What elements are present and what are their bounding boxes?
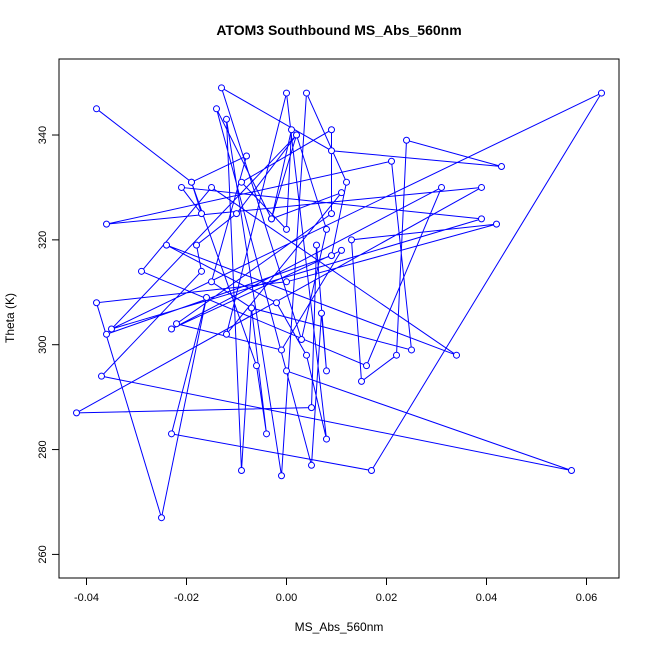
- data-point: [103, 220, 110, 228]
- data-point: [253, 362, 260, 370]
- data-point: [568, 467, 575, 475]
- data-point: [278, 346, 285, 354]
- data-point: [438, 183, 445, 191]
- data-point: [323, 367, 330, 375]
- data-point: [478, 215, 485, 223]
- data-point: [323, 225, 330, 233]
- data-point: [303, 89, 310, 97]
- data-point: [248, 304, 255, 312]
- data-point: [598, 89, 605, 97]
- data-point: [303, 351, 310, 359]
- data-point: [313, 241, 320, 249]
- data-point: [283, 225, 290, 233]
- data-point: [218, 84, 225, 92]
- data-point: [363, 362, 370, 370]
- data-point: [138, 267, 145, 275]
- data-point: [498, 162, 505, 170]
- data-point: [93, 105, 100, 113]
- data-point: [368, 467, 375, 475]
- data-point: [283, 89, 290, 97]
- data-point: [283, 278, 290, 286]
- data-point: [388, 157, 395, 165]
- data-point: [263, 430, 270, 438]
- data-point: [318, 309, 325, 317]
- data-point: [328, 252, 335, 260]
- data-point: [343, 178, 350, 186]
- data-point: [198, 267, 205, 275]
- y-tick-label: 340: [37, 126, 49, 144]
- data-point: [293, 131, 300, 139]
- data-point: [328, 147, 335, 155]
- data-point: [173, 320, 180, 328]
- data-point: [278, 472, 285, 480]
- y-tick-label: 280: [37, 440, 49, 458]
- data-point: [328, 126, 335, 134]
- x-tick-label: -0.02: [174, 592, 199, 604]
- data-point: [93, 299, 100, 307]
- data-point: [223, 330, 230, 338]
- data-point: [168, 430, 175, 438]
- data-point: [348, 236, 355, 244]
- chart-title: ATOM3 Southbound MS_Abs_560nm: [216, 22, 461, 38]
- x-axis-label: MS_Abs_560nm: [295, 620, 384, 634]
- y-tick-label: 320: [37, 231, 49, 249]
- data-point: [98, 372, 105, 380]
- data-point: [188, 178, 195, 186]
- plot-frame: [58, 58, 620, 579]
- x-tick-label: 0.04: [476, 592, 497, 604]
- data-point: [338, 189, 345, 197]
- data-point: [243, 152, 250, 160]
- x-tick-label: 0.06: [576, 592, 597, 604]
- data-point: [163, 241, 170, 249]
- data-point: [238, 178, 245, 186]
- data-point: [103, 330, 110, 338]
- data-point: [233, 210, 240, 218]
- data-point: [308, 461, 315, 469]
- data-point: [453, 351, 460, 359]
- data-point: [328, 210, 335, 218]
- data-point: [308, 404, 315, 412]
- data-point: [158, 514, 165, 522]
- data-point: [358, 377, 365, 385]
- data-point: [193, 241, 200, 249]
- data-point: [223, 115, 230, 123]
- data-point: [73, 409, 80, 417]
- data-point: [208, 183, 215, 191]
- data-point: [298, 335, 305, 343]
- data-point: [213, 105, 220, 113]
- x-tick-label: 0.02: [376, 592, 397, 604]
- axes-layer: -0.04 -0.02 0.00 0.02 0.04 0.06 260 280 300 320 34…: [37, 126, 597, 604]
- data-point: [198, 210, 205, 218]
- data-point: [408, 346, 415, 354]
- data-point: [268, 215, 275, 223]
- x-tick-label: -0.04: [74, 592, 99, 604]
- data-point: [108, 325, 115, 333]
- data-point: [238, 467, 245, 475]
- data-point: [323, 435, 330, 443]
- data-point: [178, 183, 185, 191]
- data-point: [338, 246, 345, 254]
- x-tick-label: 0.00: [276, 592, 297, 604]
- data-point: [478, 183, 485, 191]
- y-tick-label: 300: [37, 336, 49, 354]
- y-axis-label: Theta (K): [3, 293, 17, 343]
- data-point: [288, 126, 295, 134]
- data-point: [403, 136, 410, 144]
- data-point: [273, 299, 280, 307]
- data-point: [168, 325, 175, 333]
- data-point: [393, 351, 400, 359]
- data-point: [493, 220, 500, 228]
- y-tick-label: 260: [37, 545, 49, 563]
- data-point: [283, 367, 290, 375]
- data-point: [203, 294, 210, 302]
- data-point: [208, 278, 215, 286]
- series-layer: [73, 84, 605, 522]
